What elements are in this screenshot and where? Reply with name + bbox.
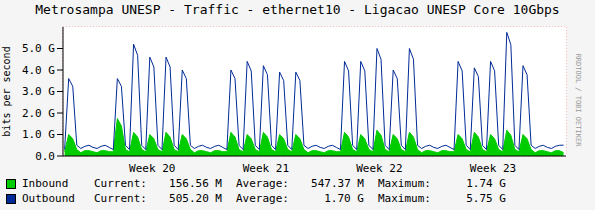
- svg-text:1.0 G: 1.0 G: [22, 128, 55, 141]
- html-text:RRDTOOL / TOBI OETIKER: RRDTOOL / TOBI OETIKER: [574, 53, 582, 147]
- html-text:Average:: Average:: [236, 192, 289, 205]
- html-text:Maximum:: Maximum:: [378, 192, 431, 205]
- svg-text:3.0 G: 3.0 G: [22, 85, 55, 98]
- svg-text:Week 22: Week 22: [356, 162, 402, 175]
- html-text:547.37 M: 547.37 M: [311, 177, 364, 190]
- html-text:Maximum:: Maximum:: [378, 177, 431, 190]
- html-text:Average:: Average:: [236, 177, 289, 190]
- html-text:5.75 G: 5.75 G: [466, 192, 506, 205]
- html-text:Current:: Current:: [94, 192, 147, 205]
- html-text:Inbound: Inbound: [22, 177, 69, 190]
- svg-text:4.0 G: 4.0 G: [22, 64, 55, 77]
- html-text:Metrosampa UNESP - Traffic - e: Metrosampa UNESP - Traffic - ethernet10 …: [35, 2, 560, 17]
- svg-text:Week 21: Week 21: [243, 162, 289, 175]
- html-text:1.70 G: 1.70 G: [324, 192, 364, 205]
- svg-text:0.0: 0.0: [35, 150, 55, 163]
- html-text:156.56 M: 156.56 M: [169, 177, 222, 190]
- html-text:Outbound: Outbound: [22, 192, 75, 205]
- html-text:1.74 G: 1.74 G: [466, 177, 506, 190]
- svg-text:5.0 G: 5.0 G: [22, 42, 55, 55]
- html-text:505.20 M: 505.20 M: [169, 192, 222, 205]
- html-text:Current:: Current:: [94, 177, 147, 190]
- svg-text:2.0 G: 2.0 G: [22, 107, 55, 120]
- svg-text:Week 20: Week 20: [129, 162, 175, 175]
- svg-text:Week 23: Week 23: [470, 162, 516, 175]
- svg-text:bits per second: bits per second: [8, 46, 12, 136]
